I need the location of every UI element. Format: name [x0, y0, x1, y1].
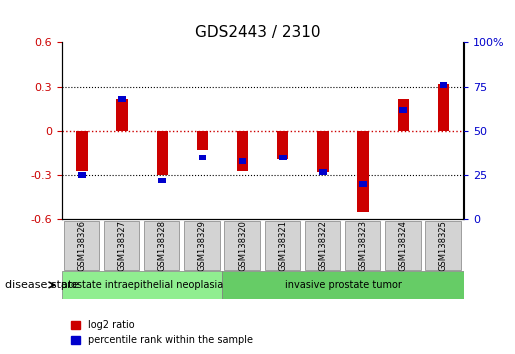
Bar [279, 155, 287, 160]
Text: disease state: disease state [5, 280, 79, 290]
Bar [359, 181, 367, 187]
FancyBboxPatch shape [64, 221, 99, 270]
Bar [319, 169, 327, 175]
Bar [400, 109, 407, 110]
Bar [118, 96, 126, 102]
FancyBboxPatch shape [425, 221, 461, 270]
Bar [197, 131, 208, 150]
Bar [239, 160, 246, 162]
FancyBboxPatch shape [62, 271, 222, 298]
Text: GSM138322: GSM138322 [318, 220, 328, 270]
Bar [78, 174, 85, 177]
Text: invasive prostate tumor: invasive prostate tumor [285, 280, 401, 290]
FancyBboxPatch shape [305, 221, 340, 270]
Bar [399, 107, 407, 113]
Text: GSM138325: GSM138325 [439, 220, 448, 270]
Legend: log2 ratio, percentile rank within the sample: log2 ratio, percentile rank within the s… [66, 316, 257, 349]
FancyBboxPatch shape [104, 221, 140, 270]
Bar [438, 84, 449, 131]
Bar [158, 178, 166, 183]
FancyBboxPatch shape [265, 221, 300, 270]
Text: prostate intraepithelial neoplasia: prostate intraepithelial neoplasia [61, 280, 224, 290]
FancyBboxPatch shape [385, 221, 421, 270]
Bar [440, 84, 447, 86]
Text: GSM138320: GSM138320 [238, 220, 247, 270]
Bar [157, 131, 168, 175]
FancyBboxPatch shape [222, 271, 464, 298]
Bar [319, 171, 327, 173]
Text: GSM138321: GSM138321 [278, 220, 287, 270]
FancyBboxPatch shape [345, 221, 381, 270]
Bar [317, 131, 329, 172]
Text: GSM138326: GSM138326 [77, 219, 87, 271]
Text: GSM138324: GSM138324 [399, 220, 408, 270]
Bar [76, 131, 88, 171]
Bar [439, 82, 448, 88]
FancyBboxPatch shape [184, 221, 220, 270]
Bar [237, 131, 248, 171]
Bar [198, 155, 207, 160]
Text: GSM138327: GSM138327 [117, 219, 127, 271]
Bar [357, 131, 369, 212]
Bar [116, 98, 128, 131]
Bar [277, 131, 288, 159]
Bar [279, 157, 286, 158]
FancyBboxPatch shape [144, 221, 180, 270]
Text: GDS2443 / 2310: GDS2443 / 2310 [195, 25, 320, 40]
Text: GSM138329: GSM138329 [198, 220, 207, 270]
Bar [398, 98, 409, 131]
Bar [159, 179, 166, 182]
Bar [238, 158, 247, 164]
Text: GSM138323: GSM138323 [358, 219, 368, 271]
FancyBboxPatch shape [225, 221, 260, 270]
Bar [118, 98, 126, 100]
Bar [359, 183, 367, 186]
Bar [78, 172, 86, 178]
Bar [199, 157, 206, 158]
Text: GSM138328: GSM138328 [158, 219, 167, 271]
